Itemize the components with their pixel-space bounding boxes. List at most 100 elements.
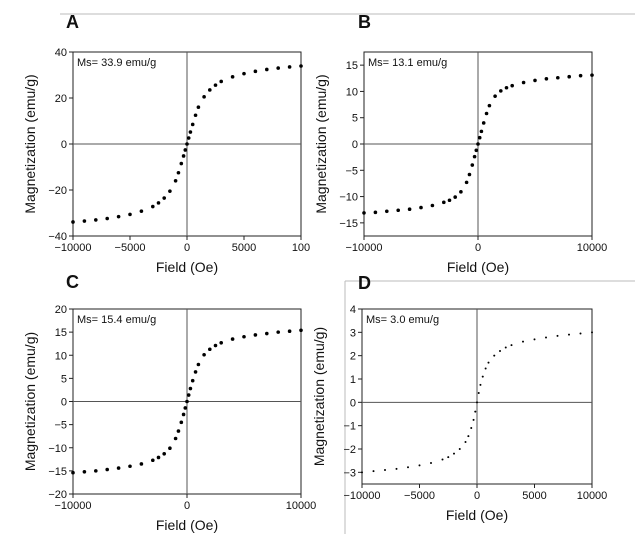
data-point: [82, 219, 87, 223]
y-tick-label: 15: [55, 327, 67, 339]
data-point: [568, 333, 570, 336]
panel-letter: A: [66, 12, 79, 32]
y-tick-label: −15: [48, 466, 67, 478]
data-point: [499, 89, 503, 93]
data-point: [186, 393, 191, 397]
y-axis-title: Magnetization (emu/g): [313, 74, 329, 213]
data-point: [213, 83, 218, 87]
data-point: [139, 462, 144, 466]
data-point: [196, 362, 201, 367]
data-point: [179, 161, 184, 166]
data-point: [453, 195, 458, 199]
data-point: [276, 330, 281, 334]
y-axis-title: Magnetization (emu/g): [22, 332, 38, 471]
data-point: [467, 172, 472, 177]
x-tick-label: 0: [474, 490, 480, 502]
data-point: [128, 464, 132, 469]
x-tick-label: 0: [184, 500, 190, 512]
data-point: [162, 196, 166, 200]
data-point: [287, 65, 292, 69]
y-tick-label: −3: [343, 467, 356, 479]
data-point: [533, 338, 536, 341]
data-point: [590, 73, 594, 77]
data-point: [173, 179, 178, 183]
data-point: [188, 386, 193, 391]
y-tick-label: −40: [48, 231, 67, 243]
data-point: [430, 203, 435, 208]
y-tick-label: −5: [54, 420, 67, 432]
y-tick-label: −10: [48, 443, 67, 455]
data-point: [181, 154, 186, 158]
y-tick-label: 40: [55, 47, 67, 59]
data-point: [479, 383, 482, 386]
data-point: [128, 212, 132, 217]
data-point: [430, 462, 432, 464]
data-point: [265, 331, 269, 336]
data-point: [173, 436, 178, 441]
ms-annotation: Ms= 3.0 emu/g: [366, 314, 439, 326]
data-point: [487, 103, 492, 108]
y-tick-label: 4: [350, 304, 356, 316]
data-point: [544, 77, 549, 81]
x-tick-label: 10000: [577, 242, 608, 254]
data-point: [105, 467, 109, 472]
y-tick-label: 20: [55, 304, 67, 316]
data-point: [253, 333, 258, 337]
y-tick-label: −5: [345, 165, 358, 177]
x-tick-label: 10000: [577, 490, 608, 502]
panel-letter: B: [358, 12, 371, 32]
x-tick-label: −5000: [404, 490, 435, 502]
data-point: [385, 209, 389, 214]
x-tick-label: 10000: [286, 500, 317, 512]
data-point: [521, 80, 526, 85]
data-point: [447, 456, 450, 459]
data-point: [479, 129, 484, 134]
data-point: [373, 210, 378, 215]
y-tick-label: 10: [55, 350, 67, 362]
data-point: [208, 347, 212, 352]
y-tick-label: −1: [343, 421, 356, 433]
data-point: [176, 429, 181, 433]
y-tick-label: −20: [48, 185, 67, 197]
data-point: [499, 350, 501, 352]
x-tick-label: −10000: [54, 242, 91, 254]
ms-annotation: Ms= 15.4 emu/g: [77, 314, 156, 326]
data-point: [94, 469, 98, 473]
data-point: [287, 329, 292, 334]
data-point: [472, 154, 477, 159]
data-point: [193, 370, 198, 374]
data-point: [196, 105, 201, 109]
data-point: [82, 470, 87, 474]
y-tick-label: 0: [61, 397, 67, 409]
y-tick-label: 0: [61, 139, 67, 151]
data-point: [419, 205, 423, 210]
data-point: [361, 471, 363, 474]
data-point: [265, 67, 269, 72]
data-point: [591, 331, 593, 334]
data-point: [487, 361, 490, 364]
data-point: [168, 446, 172, 451]
y-tick-label: 2: [350, 351, 356, 363]
y-tick-label: −10: [339, 192, 358, 204]
data-point: [299, 64, 303, 68]
data-point: [94, 218, 98, 222]
data-point: [510, 83, 514, 88]
x-tick-label: −10000: [343, 490, 380, 502]
data-point: [185, 142, 189, 146]
x-tick-label: 5000: [522, 490, 546, 502]
x-axis-title: Field (Oe): [447, 259, 509, 275]
data-point: [242, 71, 246, 76]
data-point: [477, 135, 482, 140]
x-axis-title: Field (Oe): [156, 259, 218, 275]
y-tick-label: 15: [346, 60, 358, 72]
y-tick-label: 0: [352, 139, 358, 151]
data-point: [477, 392, 480, 394]
data-point: [567, 74, 571, 79]
data-point: [186, 136, 191, 140]
y-tick-label: 3: [350, 327, 356, 339]
data-point: [556, 75, 560, 80]
data-point: [105, 216, 109, 221]
data-point: [578, 73, 583, 78]
data-point: [510, 344, 513, 347]
data-point: [151, 204, 155, 209]
